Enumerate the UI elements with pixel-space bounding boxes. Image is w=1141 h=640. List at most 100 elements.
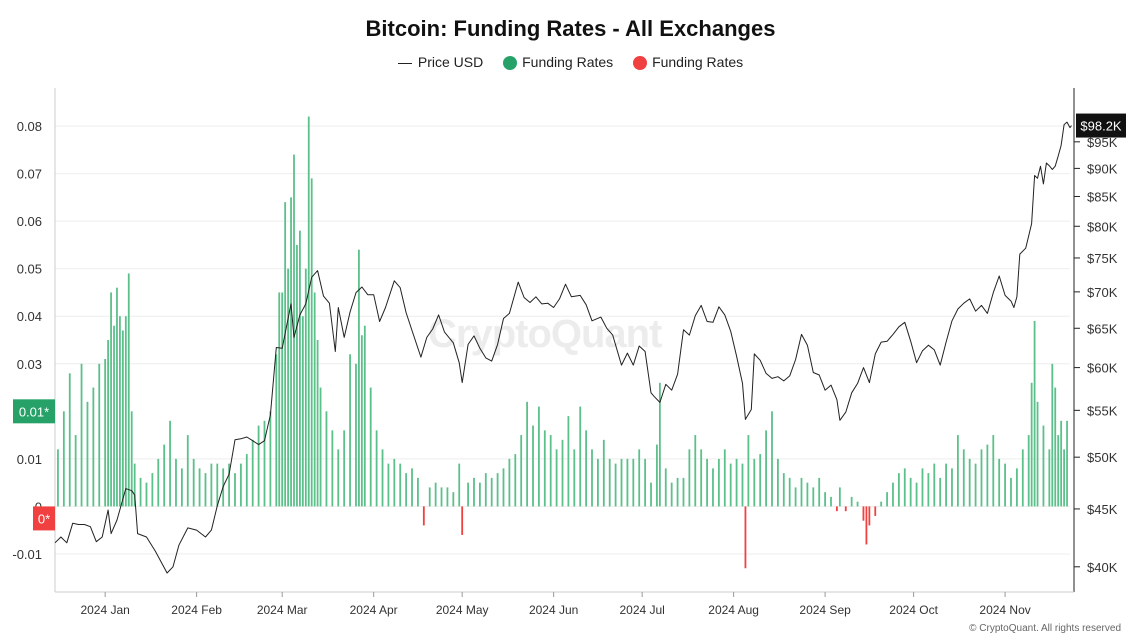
x-tick-label: 2024 May: [436, 603, 489, 617]
funding-bar-positive: [57, 449, 59, 507]
funding-bar-positive: [723, 449, 726, 507]
chart-title: Bitcoin: Funding Rates - All Exchanges: [365, 16, 776, 41]
funding-bar-positive: [107, 340, 110, 507]
funding-bar-positive: [411, 468, 413, 507]
funding-bar-positive: [1066, 420, 1068, 507]
funding-bar-positive: [1063, 449, 1065, 507]
funding-bar-negative: [862, 506, 865, 521]
funding-bar-positive: [337, 449, 340, 507]
funding-bar-positive: [747, 435, 750, 507]
funding-bar-positive: [998, 458, 1001, 507]
funding-bar-positive: [585, 430, 588, 507]
legend-item-price[interactable]: Price USD: [397, 54, 484, 71]
funding-bar-positive: [567, 416, 570, 507]
funding-bar-positive: [776, 458, 779, 507]
funding-bar-positive: [269, 411, 272, 507]
funding-bar-positive: [349, 354, 351, 507]
left-tick-label: 0.01: [17, 452, 42, 467]
funding-bar-positive: [490, 477, 493, 507]
funding-bar-positive: [614, 463, 617, 507]
funding-current-badge: [13, 399, 55, 424]
funding-bar-positive: [892, 482, 894, 507]
funding-bar-positive: [393, 458, 396, 507]
funding-bar-positive: [290, 197, 292, 507]
x-tick-label: 2024 Jun: [529, 603, 578, 617]
funding-bar-positive: [1048, 449, 1051, 507]
funding-bar-positive: [700, 449, 703, 507]
funding-bar-positive: [104, 359, 107, 507]
x-tick-label: 2024 Feb: [171, 603, 222, 617]
funding-bar-positive: [228, 463, 230, 507]
funding-bar-positive: [1010, 477, 1012, 507]
left-tick-label: 0.04: [17, 309, 42, 324]
funding-bar-positive: [405, 473, 408, 507]
funding-bar-positive: [1030, 382, 1033, 507]
funding-bar-positive: [838, 487, 841, 507]
right-tick-label: $75K: [1087, 251, 1118, 266]
funding-bar-positive: [520, 435, 523, 507]
right-tick-label: $95K: [1087, 135, 1118, 150]
funding-bar-positive: [358, 249, 360, 507]
funding-bar-positive: [169, 420, 171, 507]
funding-bar-positive: [452, 492, 455, 507]
funding-bar-negative: [422, 506, 425, 526]
legend-label-price: Price USD: [417, 54, 484, 71]
funding-bar-positive: [656, 444, 658, 507]
funding-bar-positive: [316, 340, 319, 507]
funding-bar-positive: [729, 463, 732, 507]
left-tick-label: 0.03: [17, 357, 42, 372]
chart-legend: Price USD Funding Rates Funding Rates: [0, 53, 1141, 71]
funding-bar-positive: [446, 487, 449, 507]
funding-bar-positive: [800, 477, 803, 507]
funding-bar-positive: [543, 430, 546, 507]
funding-bar-positive: [591, 449, 593, 507]
funding-bar-positive: [478, 482, 481, 507]
funding-bar-positive: [939, 477, 942, 507]
left-tick-label: 0.07: [17, 167, 42, 182]
funding-bar-positive: [886, 492, 888, 507]
funding-bar-positive: [369, 387, 372, 507]
right-tick-label: $65K: [1087, 321, 1118, 336]
funding-bar-positive: [198, 468, 201, 507]
funding-bar-positive: [561, 439, 564, 507]
left-tick-label: 0.08: [17, 119, 42, 134]
funding-bar-positive: [204, 473, 207, 507]
funding-bar-positive: [771, 411, 773, 507]
funding-bar-positive: [163, 444, 166, 507]
funding-bar-positive: [1060, 420, 1063, 507]
funding-bar-positive: [113, 325, 115, 507]
funding-bar-positive: [92, 387, 95, 507]
legend-item-funding-positive[interactable]: Funding Rates: [503, 54, 613, 71]
funding-bar-positive: [130, 411, 133, 507]
funding-bar-positive: [951, 468, 953, 507]
funding-bar-positive: [180, 468, 183, 507]
funding-bar-negative: [744, 506, 747, 569]
x-tick-label: 2024 Apr: [350, 603, 398, 617]
funding-bar-positive: [508, 458, 511, 507]
price-current-badge: [1076, 113, 1126, 138]
funding-bar-positive: [121, 330, 124, 507]
right-tick-label: $60K: [1087, 361, 1118, 376]
funding-bar-positive: [310, 178, 313, 507]
funding-bar-positive: [239, 463, 242, 507]
right-tick-label: $40K: [1087, 560, 1118, 575]
funding-bar-positive: [278, 292, 281, 507]
funding-bar-positive: [467, 482, 469, 507]
funding-bar-positive: [287, 268, 289, 507]
legend-item-funding-negative[interactable]: Funding Rates: [633, 54, 743, 71]
left-tick-label: -0.01: [12, 547, 42, 562]
funding-bar-positive: [284, 202, 287, 507]
funding-bar-positive: [856, 501, 859, 507]
funding-bar-positive: [281, 292, 284, 507]
funding-bar-negative: [874, 506, 877, 516]
funding-bar-positive: [602, 439, 605, 507]
funding-bar-positive: [682, 477, 685, 507]
funding-bar-negative: [868, 506, 871, 526]
funding-bar-positive: [1036, 401, 1039, 507]
funding-bar-positive: [956, 435, 959, 507]
funding-bar-positive: [915, 482, 918, 507]
funding-bar-positive: [676, 477, 679, 507]
funding-bar-positive: [210, 463, 213, 507]
funding-bar-positive: [496, 473, 499, 507]
left-tick-label: 0.06: [17, 214, 42, 229]
